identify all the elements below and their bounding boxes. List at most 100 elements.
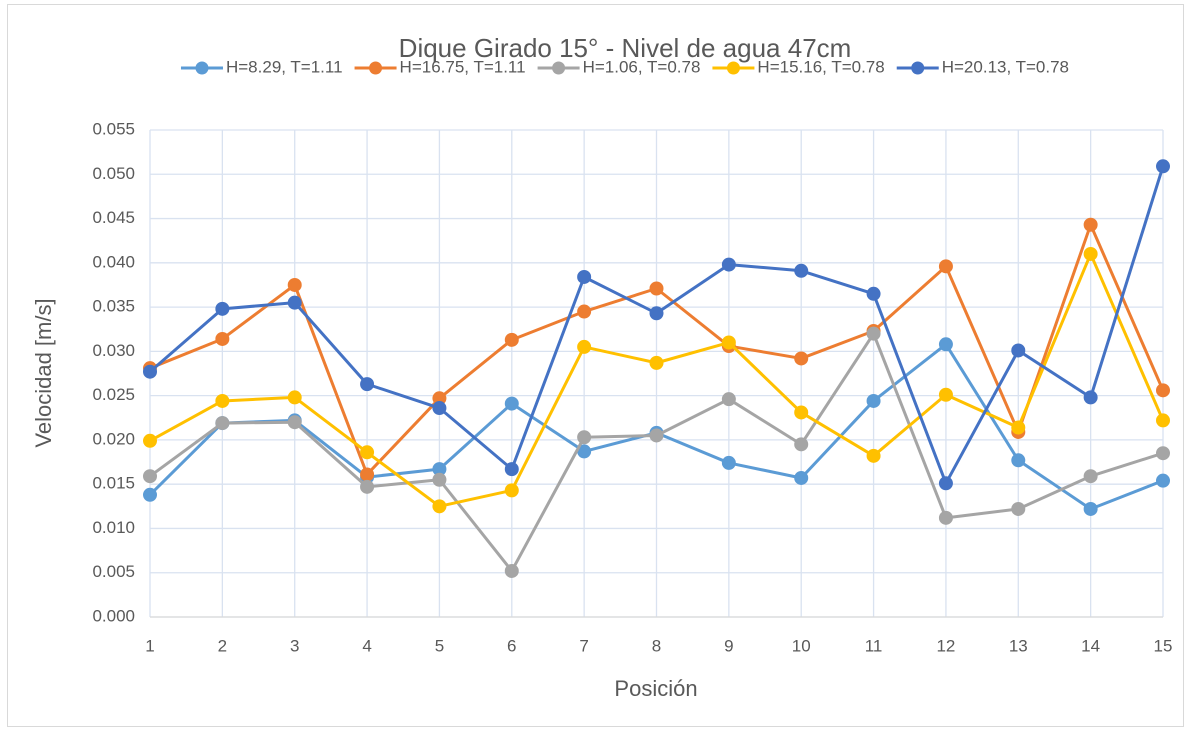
data-point <box>649 355 664 370</box>
y-tick-label: 0.015 <box>92 474 135 493</box>
data-point <box>143 469 157 484</box>
x-tick-label: 13 <box>1009 636 1028 655</box>
data-point <box>215 331 230 346</box>
data-point <box>504 462 519 477</box>
data-point <box>577 304 592 319</box>
data-point <box>649 281 664 296</box>
data-point <box>360 445 375 460</box>
data-point <box>721 335 736 350</box>
data-point <box>866 286 881 301</box>
data-point <box>938 510 953 525</box>
data-point <box>504 332 519 347</box>
data-point <box>360 377 375 392</box>
chart-title: Dique Girado 15° - Nivel de agua 47cm <box>399 33 852 63</box>
data-point <box>287 390 302 405</box>
legend-marker <box>552 61 566 75</box>
data-point <box>432 472 447 487</box>
data-point <box>649 306 664 321</box>
x-tick-label: 5 <box>435 636 444 655</box>
data-point <box>1083 501 1098 516</box>
y-tick-label: 0.045 <box>92 208 135 227</box>
data-point <box>794 351 809 366</box>
y-tick-label: 0.055 <box>92 119 135 138</box>
data-point <box>1011 453 1026 468</box>
data-point <box>938 476 953 491</box>
y-tick-label: 0.040 <box>92 252 135 271</box>
data-point <box>287 277 302 292</box>
data-point <box>1011 501 1026 516</box>
data-point <box>215 393 230 408</box>
x-tick-label: 12 <box>936 636 955 655</box>
data-point <box>143 487 157 502</box>
data-point <box>1083 217 1098 232</box>
data-point <box>794 263 809 278</box>
data-point <box>866 326 881 341</box>
data-point <box>1083 246 1098 261</box>
data-point <box>577 269 592 284</box>
x-axis-label: Posición <box>614 676 697 701</box>
y-tick-label: 0.025 <box>92 385 135 404</box>
data-point <box>938 337 953 352</box>
x-tick-label: 3 <box>290 636 299 655</box>
legend-label: H=20.13, T=0.78 <box>942 57 1069 76</box>
data-point <box>215 416 230 431</box>
x-tick-label: 1 <box>145 636 154 655</box>
x-tick-label: 7 <box>579 636 588 655</box>
x-tick-label: 8 <box>652 636 661 655</box>
x-tick-label: 10 <box>792 636 811 655</box>
data-point <box>721 455 736 470</box>
legend-marker <box>369 61 383 75</box>
y-tick-label: 0.010 <box>92 518 135 537</box>
x-tick-label: 11 <box>865 636 883 655</box>
data-point <box>1156 159 1170 174</box>
data-point <box>287 295 302 310</box>
legend-label: H=1.06, T=0.78 <box>583 57 701 76</box>
data-point <box>1156 413 1170 428</box>
data-point <box>794 405 809 420</box>
legend-marker <box>911 61 925 75</box>
data-point <box>1011 343 1026 358</box>
data-point <box>504 396 519 411</box>
x-tick-label: 2 <box>218 636 227 655</box>
data-point <box>1156 473 1170 488</box>
x-tick-label: 14 <box>1081 636 1100 655</box>
legend-label: H=16.75, T=1.11 <box>400 57 526 76</box>
y-axis-label: Velocidad [m/s] <box>31 298 56 447</box>
y-tick-label: 0.050 <box>92 164 135 183</box>
data-point <box>938 259 953 274</box>
data-point <box>938 387 953 402</box>
chart-border <box>7 4 1184 727</box>
y-tick-label: 0.030 <box>92 341 135 360</box>
legend-marker <box>195 61 209 75</box>
data-point <box>577 339 592 354</box>
x-tick-label: 4 <box>362 636 371 655</box>
data-point <box>866 448 881 463</box>
data-point <box>1011 420 1026 435</box>
data-point <box>1156 446 1170 461</box>
y-tick-label: 0.005 <box>92 562 135 581</box>
data-point <box>1156 383 1170 398</box>
data-point <box>504 563 519 578</box>
x-tick-label: 9 <box>724 636 733 655</box>
data-point <box>287 415 302 430</box>
x-tick-label: 6 <box>507 636 516 655</box>
data-point <box>794 437 809 452</box>
data-point <box>866 393 881 408</box>
x-tick-label: 15 <box>1154 636 1173 655</box>
data-point <box>143 433 157 448</box>
legend: H=8.29, T=1.11 H=16.75, T=1.11 H=1.06, T=0… <box>180 57 1069 76</box>
y-tick-label: 0.020 <box>92 429 135 448</box>
data-point <box>577 430 592 445</box>
data-point <box>432 401 447 416</box>
data-point <box>504 483 519 498</box>
data-point <box>1083 469 1098 484</box>
data-point <box>143 364 157 379</box>
data-point <box>721 257 736 272</box>
legend-marker <box>726 61 740 75</box>
legend-label: H=8.29, T=1.11 <box>226 57 343 76</box>
data-point <box>794 470 809 485</box>
data-point <box>1083 390 1098 405</box>
data-point <box>215 301 230 316</box>
